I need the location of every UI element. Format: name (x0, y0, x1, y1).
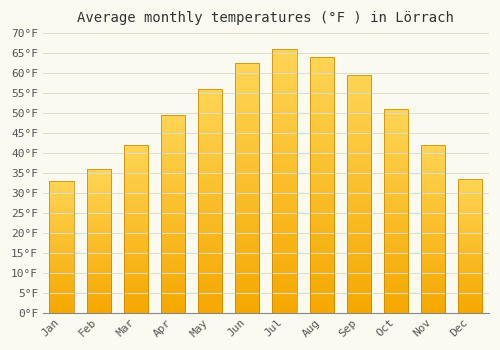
Bar (198, 89, 222, 313)
Bar (347, 75, 371, 313)
Bar (236, 63, 260, 313)
Title: Average monthly temperatures (°F ) in Lörrach: Average monthly temperatures (°F ) in Lö… (78, 11, 454, 25)
Bar (272, 49, 296, 313)
Bar (124, 145, 148, 313)
Bar (86, 169, 111, 313)
Bar (310, 57, 334, 313)
Bar (50, 181, 74, 313)
Bar (384, 109, 408, 313)
Bar (421, 145, 445, 313)
Bar (161, 115, 185, 313)
Bar (458, 179, 482, 313)
